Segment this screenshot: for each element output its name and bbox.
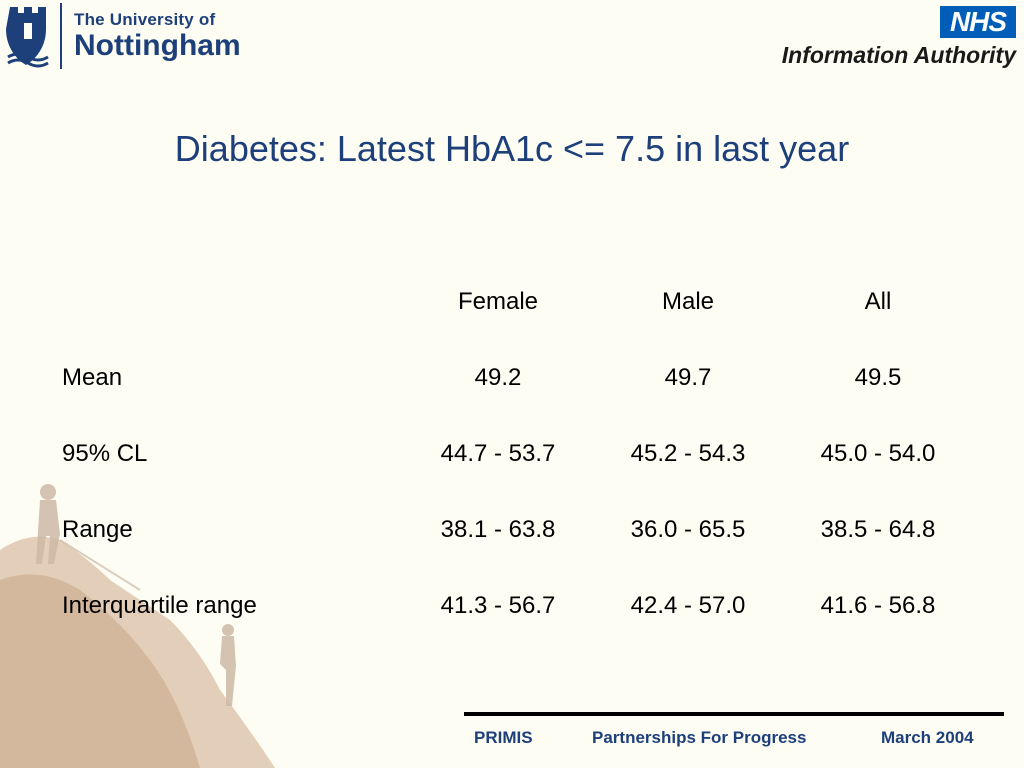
table-cell: 41.6 - 56.8: [820, 592, 936, 619]
table-header-row: Female Male All: [62, 280, 972, 356]
university-name-line2: Nottingham: [74, 29, 241, 62]
table-row: 95% CL 44.7 - 53.7 45.2 - 54.3 45.0 - 54…: [62, 432, 972, 508]
row-label: 95% CL: [62, 440, 148, 467]
table-cell: 45.0 - 54.0: [820, 440, 936, 467]
table-cell: 38.5 - 64.8: [820, 516, 936, 543]
footer-rule: [464, 712, 1004, 716]
castle-crest-icon: [6, 7, 49, 68]
column-header-all: All: [864, 288, 892, 315]
table-cell: 49.2: [474, 364, 522, 391]
logo-divider: [60, 3, 62, 69]
university-logo: The University of Nottingham: [4, 2, 241, 70]
table-row: Range 38.1 - 63.8 36.0 - 65.5 38.5 - 64.…: [62, 508, 972, 584]
table-cell: 44.7 - 53.7: [440, 440, 556, 467]
table-cell: 42.4 - 57.0: [630, 592, 746, 619]
table-cell: 45.2 - 54.3: [630, 440, 746, 467]
row-label: Range: [62, 516, 133, 543]
footer-partnerships: Partnerships For Progress: [592, 728, 807, 747]
slide-title: Diabetes: Latest HbA1c <= 7.5 in last ye…: [174, 128, 850, 169]
table-cell: 36.0 - 65.5: [630, 516, 746, 543]
column-header-male: Male: [661, 288, 715, 315]
table-cell: 38.1 - 63.8: [440, 516, 556, 543]
table-cell: 41.3 - 56.7: [440, 592, 556, 619]
nhs-logo: NHS Information Authority: [736, 6, 1016, 72]
table-row: Interquartile range 41.3 - 56.7 42.4 - 5…: [62, 584, 972, 660]
footer-primis: PRIMIS: [474, 728, 533, 747]
table-row: Mean 49.2 49.7 49.5: [62, 356, 972, 432]
table-cell: 49.7: [664, 364, 712, 391]
row-label: Mean: [62, 364, 123, 391]
footer: PRIMIS Partnerships For Progress March 2…: [464, 728, 1004, 752]
table-cell: 49.5: [854, 364, 902, 391]
row-label: Interquartile range: [62, 592, 257, 619]
university-name-line1: The University of: [74, 10, 216, 29]
column-header-female: Female: [457, 288, 539, 315]
stats-table: Female Male All Mean 49.2 49.7 49.5 95% …: [62, 280, 972, 660]
rock-climbers-image: [0, 484, 275, 768]
nhs-badge: NHS: [940, 6, 1016, 38]
nhs-authority-text: Information Authority: [781, 42, 1016, 68]
footer-date: March 2004: [881, 728, 974, 747]
